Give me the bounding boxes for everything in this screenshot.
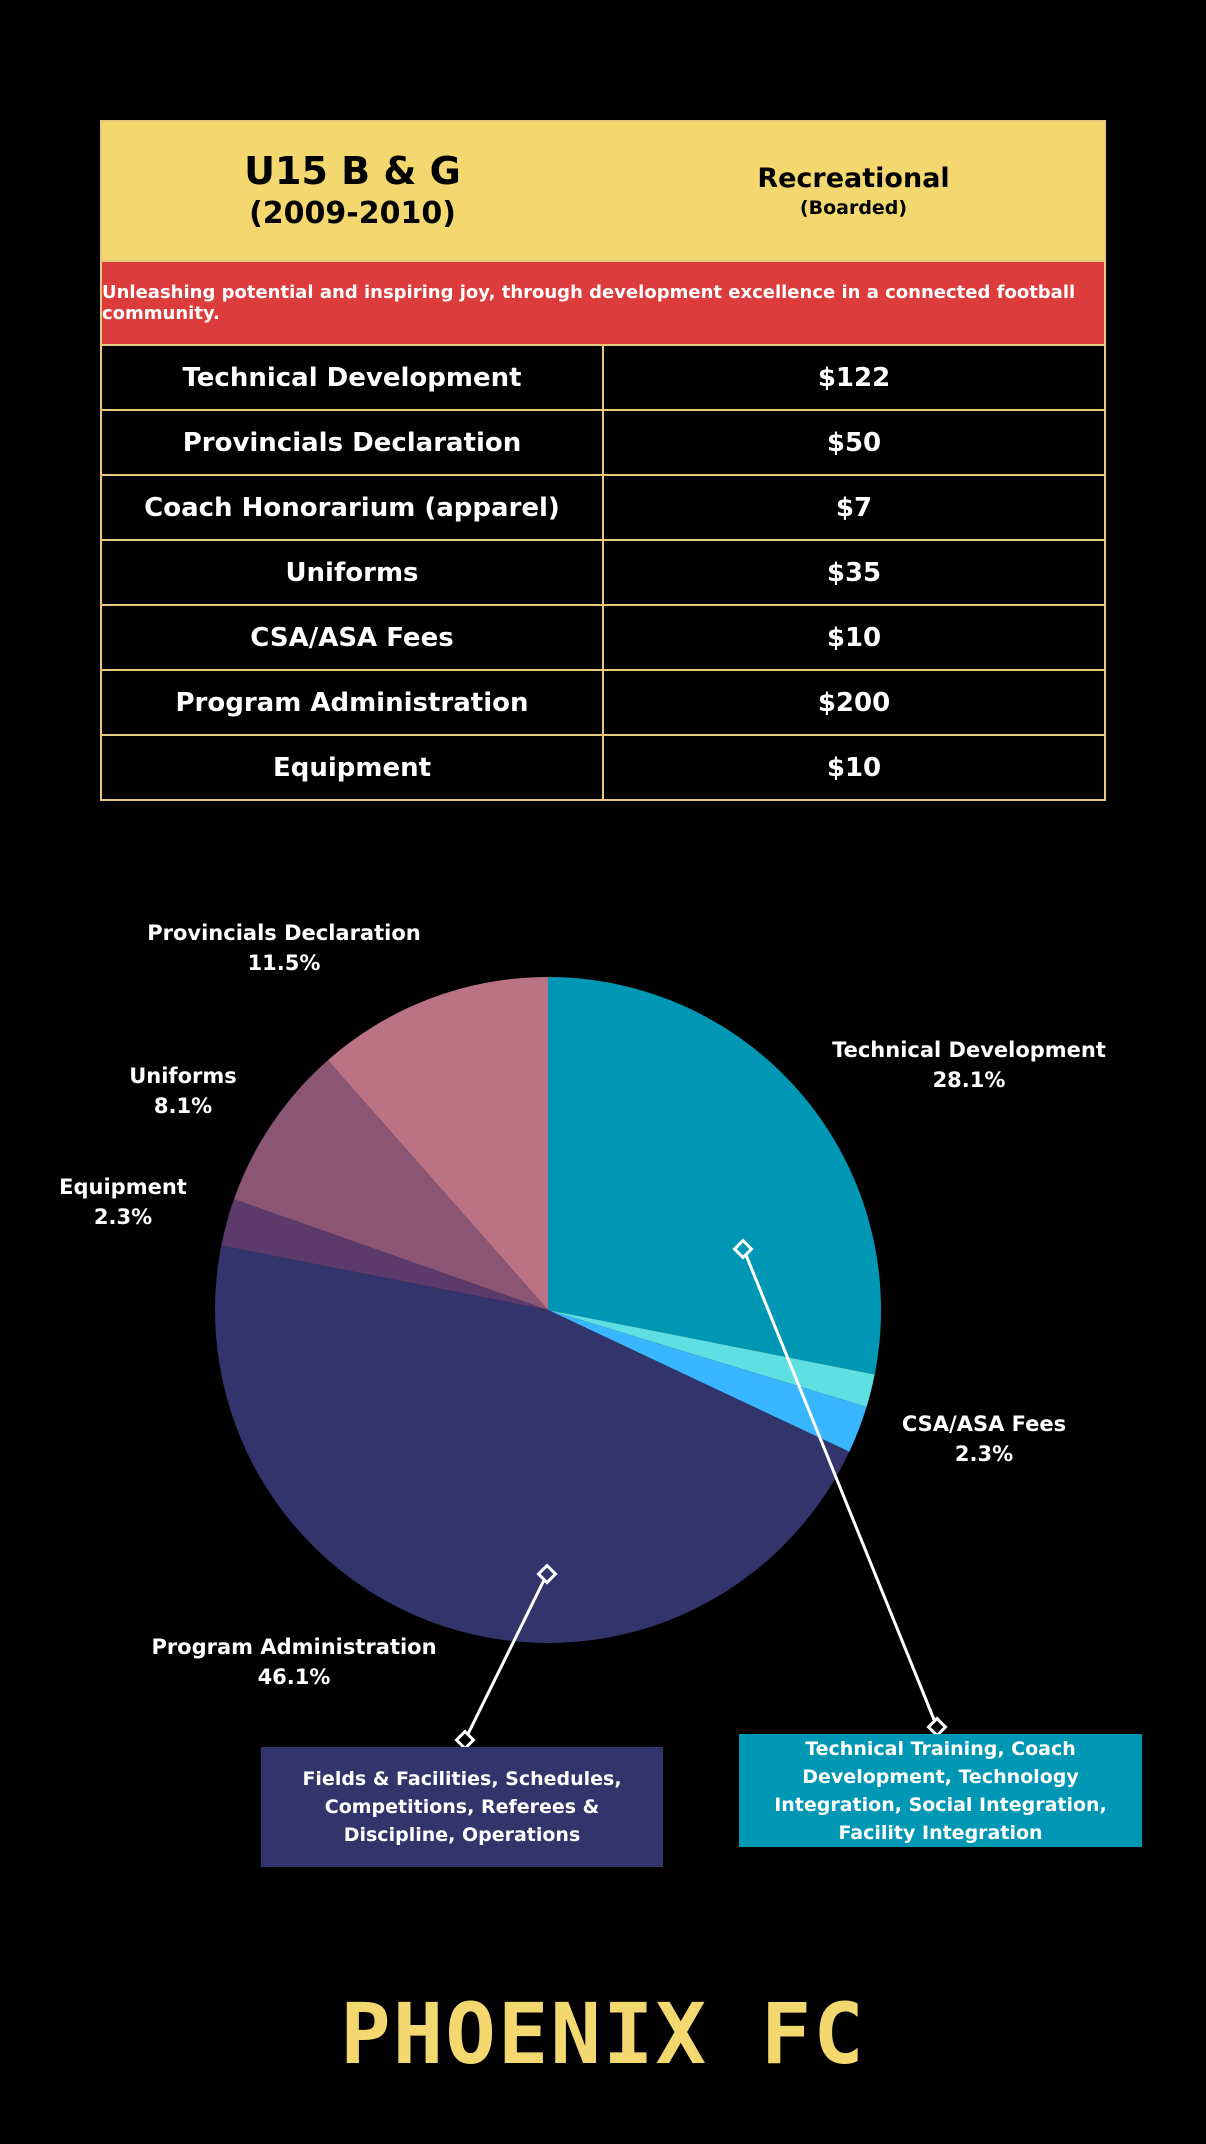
slice-name-label: Technical Development bbox=[832, 1038, 1106, 1062]
fee-card: U15 B & G (2009-2010) Recreational (Boar… bbox=[100, 120, 1106, 801]
fee-amount: $50 bbox=[602, 409, 1106, 476]
pie-slice bbox=[214, 1245, 850, 1644]
fee-amount: $10 bbox=[602, 604, 1106, 671]
mission-banner: Unleashing potential and inspiring joy, … bbox=[100, 262, 1106, 344]
pie-slice bbox=[548, 1310, 867, 1452]
pie-callouts bbox=[454, 1238, 948, 1751]
fee-item: Equipment bbox=[100, 734, 604, 801]
pie-slice bbox=[548, 1310, 875, 1407]
pie-slice bbox=[327, 977, 548, 1310]
table-row: Program Administration $200 bbox=[100, 669, 1106, 736]
fee-item: Technical Development bbox=[100, 344, 604, 411]
pie-slices bbox=[214, 977, 881, 1644]
admin-note: Fields & Facilities, Schedules, Competit… bbox=[261, 1747, 663, 1867]
fee-item: Uniforms bbox=[100, 539, 604, 606]
fee-item: Program Administration bbox=[100, 669, 604, 736]
slice-percent-label: 28.1% bbox=[933, 1068, 1006, 1092]
pie-slice bbox=[548, 977, 881, 1375]
callout-marker-admin-start bbox=[536, 1563, 558, 1585]
program-type: Recreational (Boarded) bbox=[603, 122, 1104, 260]
table-row: CSA/ASA Fees $10 bbox=[100, 604, 1106, 671]
callout-marker-tech-end bbox=[926, 1716, 948, 1738]
fee-amount: $200 bbox=[602, 669, 1106, 736]
slice-percent-label: 8.1% bbox=[154, 1094, 212, 1118]
slice-name-label: Equipment bbox=[59, 1175, 187, 1199]
table-row: Coach Honorarium (apparel) $7 bbox=[100, 474, 1106, 541]
program-header: U15 B & G (2009-2010) Recreational (Boar… bbox=[100, 120, 1106, 262]
slice-name-label: Program Administration bbox=[151, 1635, 436, 1659]
callout-marker-admin-end bbox=[454, 1729, 476, 1751]
slice-name-label: Provincials Declaration bbox=[147, 921, 420, 945]
slice-percent-label: 2.3% bbox=[955, 1442, 1013, 1466]
table-row: Equipment $10 bbox=[100, 734, 1106, 801]
age-group-title: U15 B & G bbox=[244, 149, 461, 193]
fee-amount: $122 bbox=[602, 344, 1106, 411]
club-logo: PHOENIX FC bbox=[340, 1985, 866, 2083]
fee-amount: $35 bbox=[602, 539, 1106, 606]
fee-item: Provincials Declaration bbox=[100, 409, 604, 476]
age-group-years: (2009-2010) bbox=[249, 196, 456, 231]
callout-line-tech bbox=[742, 1249, 939, 1728]
callout-line-admin bbox=[463, 1573, 549, 1741]
fee-table: Technical Development $122 Provincials D… bbox=[100, 344, 1106, 801]
callout-marker-tech-start bbox=[732, 1238, 754, 1260]
slice-name-label: CSA/ASA Fees bbox=[902, 1412, 1066, 1436]
table-row: Technical Development $122 bbox=[100, 344, 1106, 411]
slice-percent-label: 46.1% bbox=[258, 1665, 331, 1689]
pie-slice bbox=[233, 1060, 549, 1310]
slice-percent-label: 11.5% bbox=[248, 951, 321, 975]
tech-note: Technical Training, Coach Development, T… bbox=[739, 1734, 1142, 1847]
fee-item: CSA/ASA Fees bbox=[100, 604, 604, 671]
table-row: Provincials Declaration $50 bbox=[100, 409, 1106, 476]
table-row: Uniforms $35 bbox=[100, 539, 1106, 606]
slice-name-label: Uniforms bbox=[129, 1064, 237, 1088]
slice-percent-label: 2.3% bbox=[94, 1205, 152, 1229]
pie-slice bbox=[221, 1199, 548, 1310]
pie-labels: Technical Development 28.1% CSA/ASA Fees 2.… bbox=[59, 921, 1106, 1689]
fee-amount: $7 bbox=[602, 474, 1106, 541]
age-group: U15 B & G (2009-2010) bbox=[102, 122, 603, 260]
program-type-label: Recreational bbox=[757, 163, 950, 194]
fee-amount: $10 bbox=[602, 734, 1106, 801]
program-type-sub: (Boarded) bbox=[799, 197, 908, 219]
fee-item: Coach Honorarium (apparel) bbox=[100, 474, 604, 541]
